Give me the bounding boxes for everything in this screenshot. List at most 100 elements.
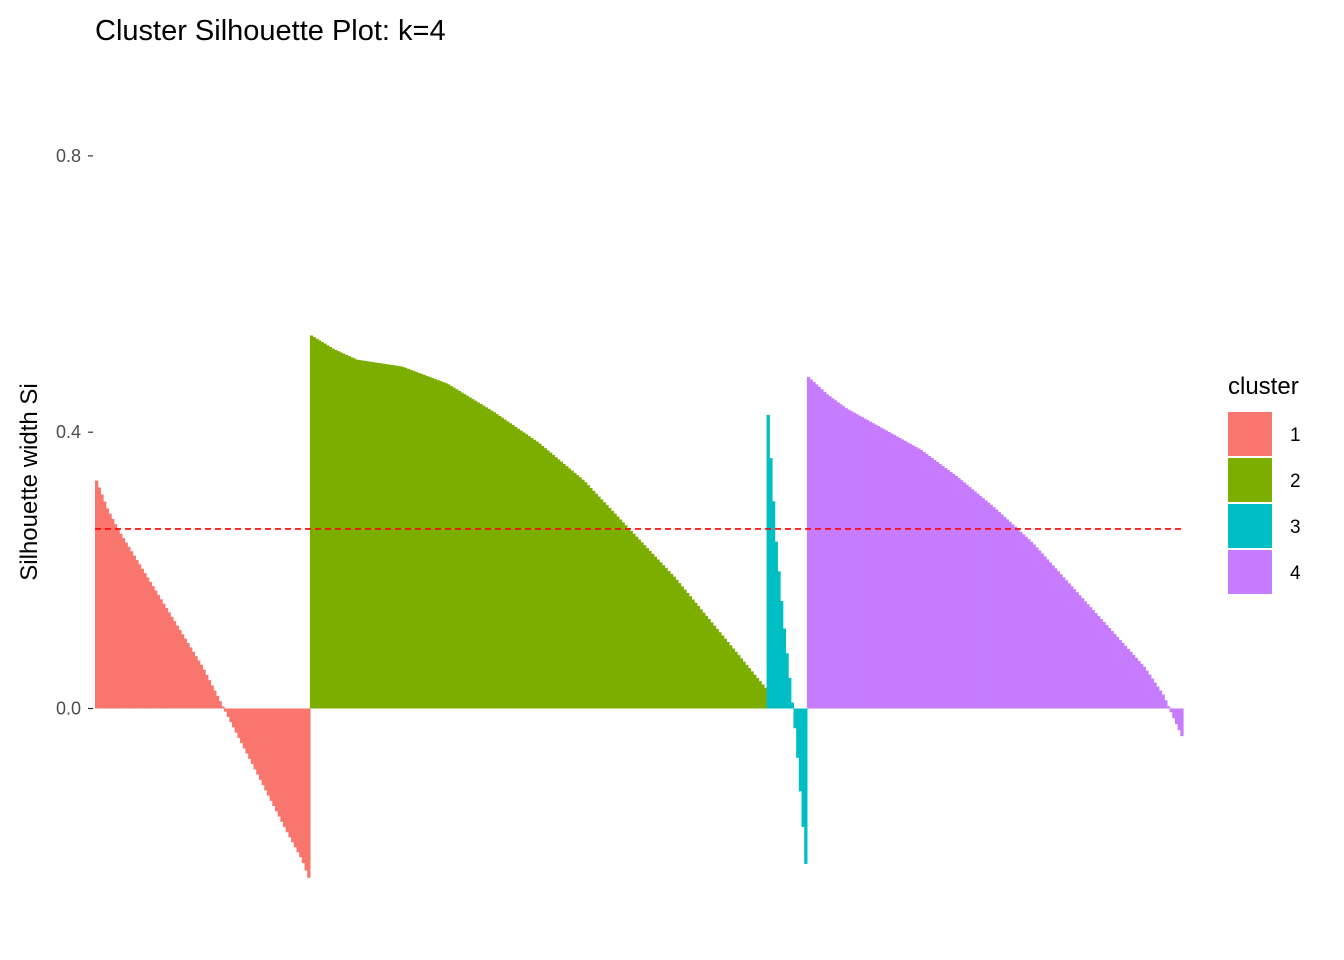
silhouette-bar — [186, 643, 190, 709]
silhouette-bar — [1035, 547, 1039, 709]
silhouette-bar — [1059, 574, 1063, 709]
silhouette-bar — [148, 581, 153, 709]
silhouette-bar — [277, 708, 281, 817]
silhouette-bar — [554, 457, 558, 709]
silhouette-bar — [938, 463, 942, 709]
silhouette-bar — [1045, 559, 1050, 709]
silhouette-bar — [1011, 524, 1015, 709]
silhouette-bar — [573, 472, 577, 709]
silhouette-bar — [637, 539, 641, 709]
silhouette-bar — [640, 542, 644, 709]
silhouette-bar — [723, 638, 727, 709]
silhouette-bar — [331, 348, 335, 709]
silhouette-bar — [103, 501, 107, 709]
silhouette-bar — [1118, 639, 1122, 709]
silhouette-bar — [167, 612, 171, 709]
silhouette-bar — [317, 340, 322, 709]
silhouette-bar — [156, 594, 161, 709]
silhouette-bar — [127, 546, 131, 709]
silhouette-bar — [780, 600, 784, 709]
silhouette-bar — [1166, 706, 1171, 709]
silhouette-bar — [503, 419, 507, 709]
silhouette-bar — [702, 612, 706, 709]
silhouette-bar — [970, 489, 975, 709]
silhouette-bar — [532, 439, 537, 709]
silhouette-bar — [1156, 686, 1160, 709]
silhouette-bar — [175, 625, 179, 709]
silhouette-bar — [237, 708, 241, 738]
silhouette-bar — [597, 496, 601, 709]
silhouette-bar — [1070, 586, 1074, 709]
silhouette-bar — [949, 471, 953, 709]
silhouette-bar — [403, 367, 408, 709]
silhouette-bar — [215, 695, 220, 709]
silhouette-bar — [788, 677, 792, 709]
silhouette-bar — [591, 490, 596, 709]
silhouette-bar — [309, 335, 314, 709]
silhouette-bar — [339, 352, 343, 709]
silhouette-bar — [1064, 580, 1069, 709]
y-tick-label: 0.4 — [56, 422, 81, 442]
silhouette-bar — [269, 708, 273, 801]
silhouette-bar — [154, 590, 158, 709]
silhouette-bar — [610, 510, 615, 709]
silhouette-bar — [438, 381, 443, 709]
silhouette-bar — [994, 509, 999, 709]
silhouette-bar — [189, 647, 193, 709]
silhouette-bar — [960, 480, 964, 709]
silhouette-bar — [1003, 516, 1007, 709]
silhouette-bar — [527, 436, 531, 709]
silhouette-bar — [460, 392, 464, 709]
silhouette-bar — [1097, 616, 1101, 709]
silhouette-bar — [731, 648, 735, 709]
silhouette-bar — [583, 482, 588, 709]
silhouette-bar — [812, 381, 816, 709]
silhouette-bar — [121, 538, 126, 709]
silhouette-bar — [882, 429, 886, 709]
silhouette-bar — [962, 482, 966, 709]
silhouette-bar — [409, 369, 413, 709]
y-tick-label: 0.8 — [56, 146, 81, 166]
silhouette-bar — [825, 394, 829, 709]
silhouette-bar — [540, 445, 545, 709]
silhouette-bar — [535, 441, 539, 709]
silhouette-bar — [669, 573, 674, 709]
silhouette-bar — [1110, 630, 1114, 709]
silhouette-bar — [205, 674, 209, 709]
silhouette-bar — [860, 417, 864, 709]
silhouette-bar — [559, 461, 564, 709]
silhouette-bar — [651, 553, 655, 709]
silhouette-bar — [903, 440, 907, 709]
silhouette-bar — [170, 616, 174, 709]
silhouette-bar — [140, 568, 144, 709]
silhouette-bar — [691, 599, 695, 709]
silhouette-bar — [234, 708, 238, 733]
silhouette-bar — [1080, 598, 1085, 709]
silhouette-bar — [487, 408, 491, 709]
silhouette-bar — [831, 398, 835, 709]
silhouette-bar — [425, 375, 429, 709]
silhouette-bar — [739, 658, 744, 709]
silhouette-bar — [729, 645, 733, 709]
silhouette-bar — [135, 559, 139, 709]
silhouette-bar — [146, 577, 150, 709]
silhouette-bar — [546, 450, 550, 709]
silhouette-bar — [366, 361, 370, 709]
silhouette-bar — [291, 708, 295, 843]
silhouette-bar — [957, 477, 961, 709]
silhouette-bar — [250, 708, 255, 765]
legend-swatch-3 — [1228, 504, 1272, 548]
silhouette-bar — [742, 661, 746, 709]
silhouette-bar — [283, 708, 287, 828]
silhouette-bar — [430, 378, 435, 709]
silhouette-bar — [941, 465, 945, 709]
silhouette-bar — [565, 466, 569, 709]
silhouette-bar — [1137, 660, 1141, 709]
silhouette-bar — [202, 669, 206, 709]
silhouette-bar — [747, 668, 752, 709]
silhouette-bar — [522, 432, 526, 709]
silhouette-bar — [1013, 526, 1018, 709]
silhouette-bar — [793, 708, 797, 729]
silhouette-bar — [1043, 556, 1047, 709]
